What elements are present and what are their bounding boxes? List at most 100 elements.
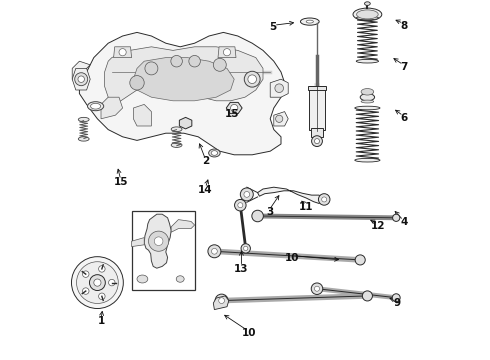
Ellipse shape: [360, 94, 374, 101]
Ellipse shape: [78, 137, 89, 141]
Circle shape: [238, 203, 243, 208]
Ellipse shape: [306, 20, 314, 23]
Polygon shape: [218, 47, 236, 58]
Polygon shape: [258, 187, 324, 203]
Circle shape: [315, 286, 319, 291]
Text: 7: 7: [400, 62, 408, 72]
Text: 14: 14: [198, 185, 213, 195]
Polygon shape: [114, 47, 132, 58]
Bar: [132, 211, 195, 290]
Ellipse shape: [211, 151, 218, 156]
Circle shape: [244, 246, 248, 251]
Ellipse shape: [88, 102, 104, 111]
Circle shape: [148, 231, 169, 251]
Ellipse shape: [171, 127, 182, 132]
Bar: [309, 86, 325, 130]
Ellipse shape: [171, 143, 182, 148]
Circle shape: [219, 298, 224, 303]
Ellipse shape: [209, 149, 220, 157]
Ellipse shape: [176, 276, 184, 282]
Circle shape: [318, 194, 330, 205]
Text: 12: 12: [371, 221, 386, 231]
Polygon shape: [144, 214, 171, 268]
Text: 2: 2: [202, 156, 209, 166]
Ellipse shape: [91, 103, 100, 109]
Polygon shape: [270, 79, 288, 97]
Bar: [308, 86, 326, 90]
Circle shape: [213, 58, 226, 71]
Text: 6: 6: [400, 113, 408, 123]
Circle shape: [90, 275, 105, 291]
Ellipse shape: [353, 8, 382, 21]
Circle shape: [311, 283, 323, 294]
Text: 11: 11: [299, 202, 314, 212]
Circle shape: [275, 115, 283, 122]
Text: 13: 13: [234, 264, 248, 274]
Circle shape: [355, 255, 365, 265]
Circle shape: [241, 244, 250, 253]
Polygon shape: [101, 97, 122, 119]
Text: 9: 9: [393, 298, 400, 308]
Circle shape: [98, 266, 105, 272]
Bar: [311, 128, 323, 137]
Circle shape: [235, 199, 246, 211]
Ellipse shape: [181, 120, 190, 127]
Polygon shape: [274, 112, 288, 126]
Polygon shape: [226, 102, 242, 114]
Circle shape: [82, 288, 89, 294]
Polygon shape: [133, 104, 151, 126]
Ellipse shape: [356, 59, 379, 63]
Text: 4: 4: [400, 217, 408, 228]
Circle shape: [363, 291, 372, 301]
Circle shape: [212, 248, 217, 254]
Ellipse shape: [356, 16, 379, 20]
Circle shape: [94, 279, 101, 286]
Circle shape: [244, 192, 250, 197]
Circle shape: [72, 257, 123, 309]
Ellipse shape: [355, 106, 380, 110]
Text: 15: 15: [225, 109, 240, 119]
Circle shape: [171, 55, 182, 67]
Ellipse shape: [78, 117, 89, 122]
Polygon shape: [171, 220, 195, 232]
Circle shape: [74, 73, 88, 86]
Circle shape: [215, 294, 228, 307]
Ellipse shape: [361, 89, 374, 95]
Polygon shape: [79, 32, 285, 155]
Polygon shape: [72, 68, 90, 90]
Circle shape: [315, 139, 319, 144]
Text: 10: 10: [285, 253, 299, 263]
Circle shape: [321, 197, 327, 202]
Polygon shape: [132, 238, 144, 247]
Text: 15: 15: [114, 177, 128, 187]
Text: 1: 1: [98, 316, 105, 326]
Circle shape: [208, 245, 221, 258]
Ellipse shape: [365, 2, 370, 5]
Circle shape: [392, 214, 400, 221]
Circle shape: [392, 294, 400, 302]
Text: 10: 10: [242, 328, 256, 338]
Circle shape: [248, 75, 257, 84]
Circle shape: [240, 188, 253, 201]
Polygon shape: [213, 296, 229, 310]
Circle shape: [312, 136, 322, 147]
Ellipse shape: [357, 10, 378, 19]
Circle shape: [78, 76, 84, 82]
Circle shape: [109, 279, 115, 286]
Circle shape: [76, 262, 118, 303]
Ellipse shape: [300, 18, 319, 25]
Circle shape: [82, 271, 89, 277]
Polygon shape: [72, 61, 90, 83]
Circle shape: [252, 210, 263, 222]
Circle shape: [119, 49, 126, 56]
Circle shape: [275, 84, 284, 93]
Circle shape: [245, 71, 260, 87]
Circle shape: [145, 62, 158, 75]
Polygon shape: [179, 117, 192, 129]
Text: 3: 3: [266, 207, 273, 217]
Text: 8: 8: [400, 21, 408, 31]
Polygon shape: [104, 47, 263, 104]
Text: 5: 5: [270, 22, 277, 32]
Circle shape: [98, 293, 105, 300]
Ellipse shape: [355, 158, 380, 162]
